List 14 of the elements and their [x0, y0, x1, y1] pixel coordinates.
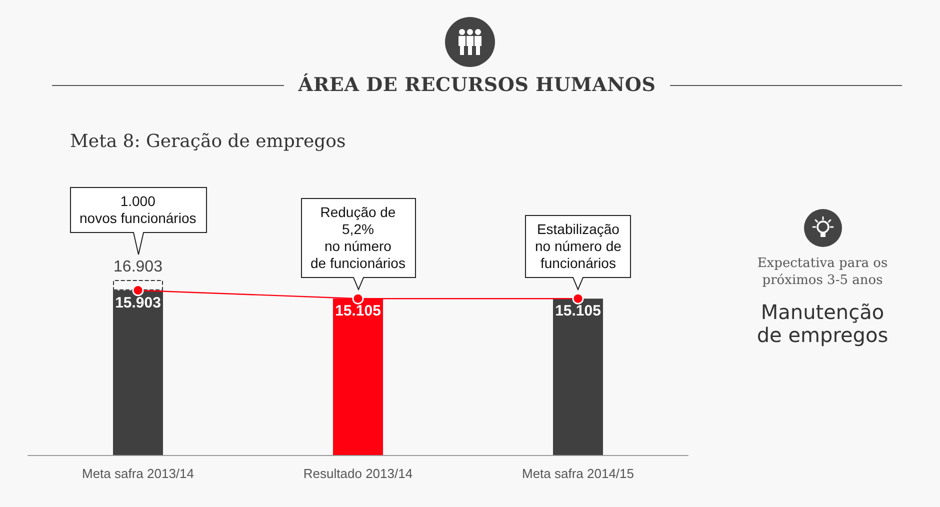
annotation: Estabilização no número de funcionários [535, 220, 622, 272]
chart-title: ÁREA DE RECURSOS HUMANOS [297, 74, 657, 96]
x-tick-label: Meta safra 2013/14 [82, 466, 194, 481]
data-label: 15.105 [555, 302, 601, 320]
data-label: 15.903 [115, 294, 161, 312]
x-tick-label: Resultado 2013/14 [303, 466, 413, 481]
x-tick-label: Meta safra 2014/15 [522, 466, 634, 481]
text: Manutenção de empregos [756, 300, 890, 347]
text: Meta 8: Geração de empregos [70, 131, 346, 152]
total-label: 16.903 [114, 258, 163, 276]
annotation: Redução de 5,2% no número de funcionários [310, 204, 406, 272]
text: Expectativa para os próximos 3-5 anos [756, 255, 889, 289]
data-label: 15.105 [335, 302, 381, 320]
annotation: 1.000 novos funcionários [80, 193, 196, 227]
